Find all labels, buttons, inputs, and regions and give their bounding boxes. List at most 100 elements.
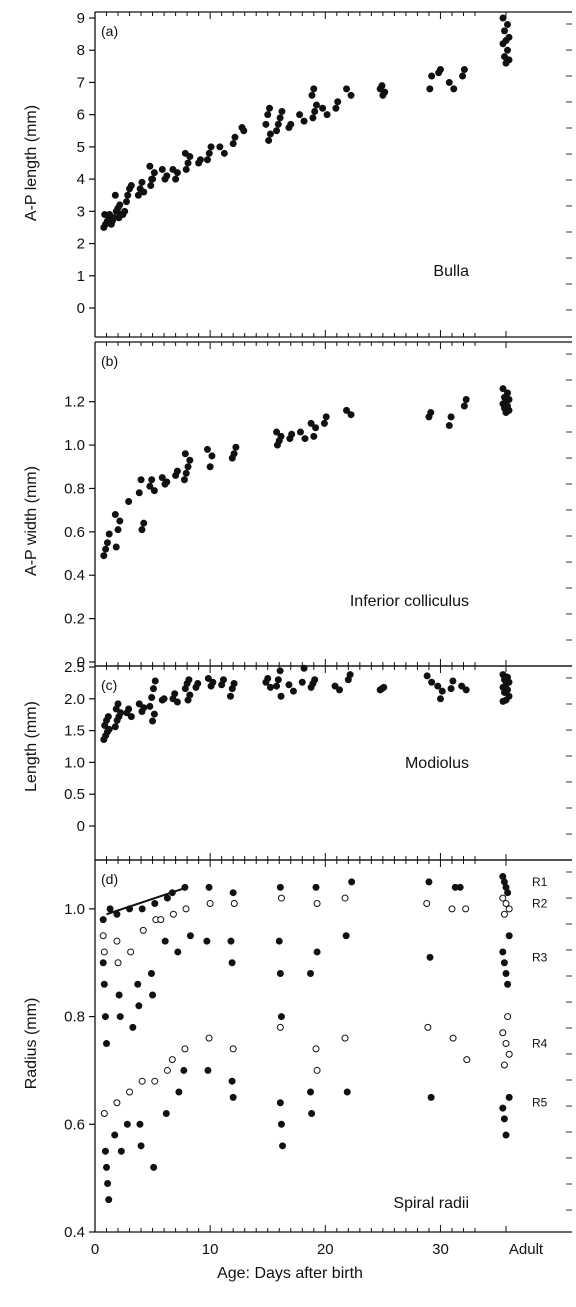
data-point-filled — [203, 937, 211, 945]
data-point — [102, 545, 110, 553]
data-point — [147, 182, 155, 190]
y-tick-label: 0.8 — [64, 1009, 85, 1026]
data-point-open — [423, 899, 431, 907]
data-point-filled — [115, 991, 123, 999]
data-point-open — [126, 1088, 134, 1096]
adult-data-point-open — [502, 1040, 510, 1047]
data-point — [150, 710, 158, 718]
y-tick-label: 1 — [77, 268, 85, 285]
data-point-filled — [135, 1002, 143, 1010]
data-point — [158, 474, 166, 482]
data-point-filled — [426, 953, 434, 961]
data-point — [266, 104, 274, 112]
data-point — [186, 456, 194, 464]
data-point-filled — [123, 1120, 131, 1128]
data-point — [445, 78, 453, 86]
adult-data-point-filled — [504, 980, 512, 988]
data-point-open — [313, 899, 321, 907]
data-point-open — [182, 905, 190, 913]
data-point — [312, 101, 320, 109]
data-point — [428, 678, 436, 686]
data-point — [184, 159, 192, 167]
data-point — [140, 188, 148, 196]
data-point — [206, 463, 214, 471]
panel-name-label: Bulla — [433, 263, 469, 280]
data-point — [226, 692, 234, 700]
data-point — [459, 72, 467, 80]
data-point-open — [312, 1045, 320, 1053]
data-point — [209, 678, 217, 686]
data-point — [277, 692, 285, 700]
y-axis-title: A-P width (mm) — [23, 466, 40, 576]
data-point — [296, 428, 304, 436]
data-point — [184, 463, 192, 471]
data-point-filled — [306, 1088, 314, 1096]
y-axis-title: Length (mm) — [23, 701, 40, 792]
adult-data-point-open — [505, 905, 513, 913]
adult-data-point-filled — [500, 959, 508, 967]
data-point-open — [168, 1056, 176, 1064]
data-point — [163, 172, 171, 180]
data-point — [449, 677, 457, 685]
adult-data-point-filled — [505, 1093, 513, 1101]
x-tick-label-10: 10 — [202, 1241, 219, 1258]
data-point-filled — [99, 916, 107, 924]
y-tick-label: 1.0 — [64, 901, 85, 918]
data-point — [336, 686, 344, 694]
data-point-filled — [204, 1066, 212, 1074]
data-point — [274, 120, 282, 128]
data-point — [322, 413, 330, 421]
data-point — [288, 430, 296, 438]
data-point — [276, 114, 284, 122]
data-point — [150, 487, 158, 495]
y-tick-label: 1.0 — [64, 754, 85, 771]
data-point — [204, 674, 212, 682]
data-point — [146, 482, 154, 490]
data-point-filled — [147, 969, 155, 977]
data-point — [150, 169, 158, 177]
adult-data-point — [501, 27, 508, 35]
panel-label: (b) — [101, 353, 118, 369]
data-point-filled — [100, 980, 108, 988]
data-point — [332, 104, 340, 112]
panel-label: (a) — [101, 23, 118, 39]
data-point — [116, 201, 124, 209]
data-point — [445, 422, 453, 430]
y-tick-label: 0.8 — [64, 480, 85, 497]
data-point — [230, 680, 238, 688]
adult-data-point — [499, 14, 507, 22]
adult-data-point-filled — [499, 948, 507, 956]
y-tick-label: 9 — [77, 10, 85, 27]
data-point — [232, 443, 240, 451]
data-point-open — [100, 1110, 108, 1118]
adult-data-point-open — [500, 1061, 508, 1069]
data-point-filled — [342, 932, 350, 940]
data-point-open — [100, 948, 108, 956]
data-point-filled — [103, 1163, 111, 1171]
adult-data-point-open — [502, 899, 510, 907]
data-point-filled — [275, 937, 283, 945]
data-point-open — [462, 905, 470, 913]
data-point-filled — [186, 932, 194, 940]
data-point — [300, 664, 308, 672]
data-point — [140, 519, 148, 527]
data-point-filled — [116, 1013, 124, 1021]
data-point — [423, 672, 431, 680]
data-point — [196, 156, 204, 164]
data-point-filled — [129, 1023, 137, 1031]
data-point — [447, 413, 455, 421]
data-point-filled — [227, 937, 235, 945]
data-point-filled — [306, 969, 314, 977]
data-point-filled — [99, 959, 107, 967]
data-point — [343, 85, 351, 93]
data-point — [180, 476, 188, 484]
ring-label-r5: R5 — [532, 1096, 548, 1110]
data-point — [127, 713, 135, 721]
data-point-open — [114, 959, 122, 967]
data-point — [114, 700, 122, 708]
data-point-open — [230, 899, 238, 907]
data-point-open — [277, 894, 285, 902]
panels-group: 0 1 2 3 4 5 6 7 8 9 A-P length (mm) (a) Bulla 0 0.2 0.4… — [23, 10, 572, 1241]
adult-data-point-filled — [502, 1131, 510, 1139]
y-axis-title: A-P length (mm) — [23, 105, 40, 221]
